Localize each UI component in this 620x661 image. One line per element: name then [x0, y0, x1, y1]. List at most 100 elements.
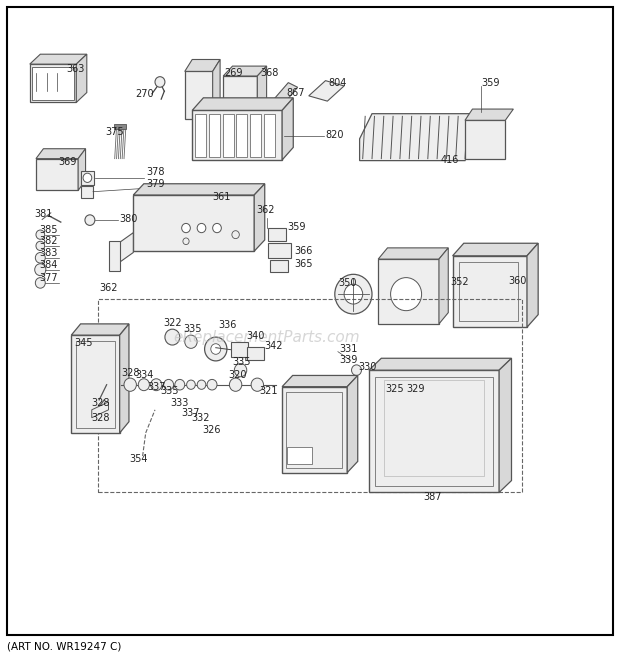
- Circle shape: [344, 284, 363, 304]
- Bar: [231, 342, 248, 357]
- Polygon shape: [378, 248, 448, 259]
- Polygon shape: [254, 184, 265, 251]
- Text: 387: 387: [423, 492, 441, 502]
- Circle shape: [36, 241, 45, 251]
- Text: 360: 360: [508, 276, 527, 286]
- Text: 333: 333: [170, 398, 189, 408]
- Text: 340: 340: [246, 330, 265, 341]
- Text: 804: 804: [329, 77, 347, 88]
- Text: 342: 342: [265, 340, 283, 351]
- Text: 362: 362: [256, 204, 275, 215]
- Circle shape: [151, 379, 162, 391]
- Circle shape: [197, 380, 206, 389]
- Polygon shape: [369, 358, 512, 370]
- Text: 335: 335: [160, 386, 179, 397]
- Text: 379: 379: [146, 178, 165, 189]
- Bar: [108, 241, 120, 271]
- Bar: [76, 341, 115, 428]
- Circle shape: [83, 173, 92, 182]
- Polygon shape: [192, 98, 293, 110]
- Circle shape: [182, 223, 190, 233]
- Text: 330: 330: [358, 362, 377, 372]
- Bar: [98, 299, 522, 492]
- Bar: [453, 256, 527, 327]
- Text: 331: 331: [340, 344, 358, 354]
- Text: eReplacementParts.com: eReplacementParts.com: [173, 330, 360, 344]
- Bar: [185, 71, 213, 119]
- Text: 352: 352: [450, 276, 469, 287]
- Text: 362: 362: [99, 282, 118, 293]
- Bar: [465, 120, 505, 159]
- Bar: [223, 114, 234, 157]
- Text: 361: 361: [213, 192, 231, 202]
- Polygon shape: [282, 375, 358, 387]
- Text: 381: 381: [34, 208, 53, 219]
- Circle shape: [251, 378, 264, 391]
- Circle shape: [187, 380, 195, 389]
- Polygon shape: [527, 243, 538, 327]
- Text: 321: 321: [259, 386, 278, 397]
- Polygon shape: [36, 149, 86, 159]
- Text: 382: 382: [39, 236, 58, 247]
- Text: 335: 335: [232, 357, 251, 368]
- Circle shape: [35, 264, 46, 276]
- Bar: [264, 114, 275, 157]
- Circle shape: [234, 364, 247, 377]
- Polygon shape: [360, 114, 477, 161]
- Polygon shape: [273, 83, 298, 106]
- Polygon shape: [347, 375, 358, 473]
- Bar: [133, 195, 254, 251]
- Circle shape: [36, 230, 45, 239]
- Text: 820: 820: [326, 130, 344, 140]
- Polygon shape: [223, 66, 267, 76]
- Text: 385: 385: [39, 225, 58, 235]
- Circle shape: [335, 274, 372, 314]
- Text: 354: 354: [129, 454, 148, 465]
- Text: 269: 269: [224, 68, 243, 79]
- Bar: [81, 186, 93, 198]
- Bar: [81, 171, 94, 185]
- Circle shape: [211, 344, 221, 354]
- Bar: [268, 228, 286, 241]
- Text: 375: 375: [105, 127, 124, 137]
- Bar: [270, 260, 288, 272]
- Bar: [378, 259, 439, 324]
- Circle shape: [205, 337, 227, 361]
- Bar: [209, 114, 220, 157]
- Circle shape: [352, 365, 361, 375]
- Text: 320: 320: [228, 370, 247, 381]
- Polygon shape: [117, 233, 133, 264]
- Circle shape: [138, 379, 149, 391]
- Text: 328: 328: [92, 398, 110, 408]
- Text: 334: 334: [135, 370, 154, 381]
- Text: 368: 368: [260, 67, 279, 78]
- Text: 325: 325: [386, 384, 404, 395]
- Bar: [32, 67, 74, 100]
- Text: 383: 383: [39, 248, 58, 258]
- Polygon shape: [257, 66, 267, 122]
- Polygon shape: [213, 59, 220, 119]
- Bar: [287, 447, 312, 464]
- Polygon shape: [76, 54, 87, 102]
- Circle shape: [155, 77, 165, 87]
- Text: 345: 345: [74, 338, 93, 348]
- Bar: [282, 387, 347, 473]
- Bar: [223, 76, 257, 122]
- Text: 326: 326: [203, 424, 221, 435]
- Text: (ART NO. WR19247 C): (ART NO. WR19247 C): [7, 641, 122, 652]
- Text: 380: 380: [119, 214, 138, 225]
- Polygon shape: [30, 54, 87, 64]
- Bar: [36, 159, 78, 190]
- Circle shape: [213, 223, 221, 233]
- Polygon shape: [282, 98, 293, 160]
- Polygon shape: [309, 81, 344, 101]
- Circle shape: [85, 215, 95, 225]
- Bar: [30, 64, 76, 102]
- Bar: [192, 110, 282, 160]
- Polygon shape: [120, 324, 129, 433]
- Polygon shape: [453, 243, 538, 256]
- Text: 363: 363: [66, 63, 85, 74]
- Circle shape: [207, 379, 217, 390]
- Text: 339: 339: [340, 355, 358, 366]
- Bar: [114, 124, 126, 129]
